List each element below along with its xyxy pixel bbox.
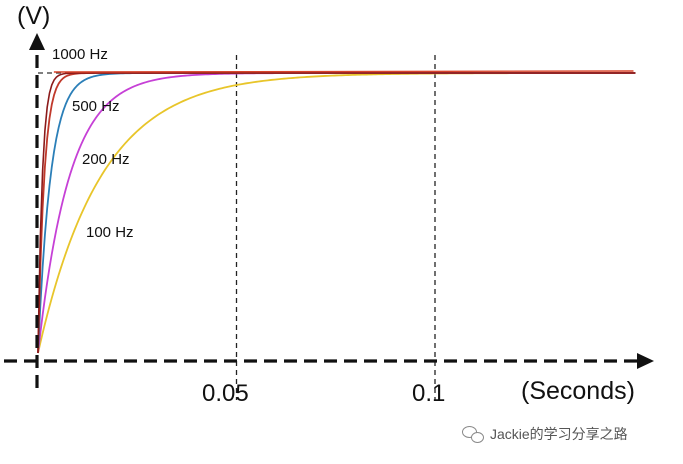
- series-line-100hz: [37, 72, 636, 354]
- series-line-1000hz: [37, 72, 636, 354]
- series-label-200hz: 200 Hz: [82, 151, 130, 168]
- series-line-500hz: [37, 72, 636, 354]
- series-line-darkred: [37, 72, 636, 354]
- series-label-500hz: 500 Hz: [72, 98, 120, 115]
- series-label-100hz: 100 Hz: [86, 224, 134, 241]
- watermark: Jackie的学习分享之路: [462, 424, 628, 444]
- axes-layer: [4, 33, 654, 388]
- series-label-1000hz: 1000 Hz: [52, 46, 108, 63]
- series-line-200hz: [37, 72, 636, 354]
- x-tick-label-0.05: 0.05: [202, 380, 249, 407]
- x-axis-arrowhead: [637, 353, 654, 369]
- x-tick-label-0.1: 0.1: [412, 380, 446, 407]
- steady-state-band: [53, 70, 634, 73]
- y-axis-label: (V): [17, 2, 51, 30]
- x-axis-label: (Seconds): [521, 377, 635, 405]
- y-axis-arrowhead: [29, 33, 45, 50]
- wechat-icon: [462, 425, 484, 443]
- series-layer: [37, 70, 636, 354]
- watermark-text: Jackie的学习分享之路: [490, 426, 628, 442]
